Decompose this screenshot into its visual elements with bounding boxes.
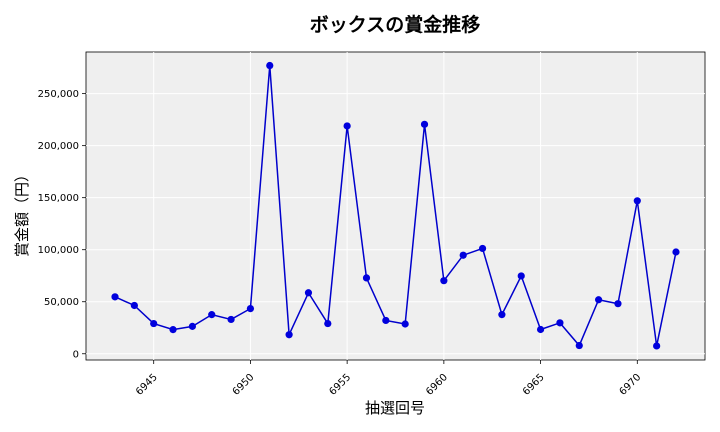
x-tick-label: 6950 <box>231 372 257 398</box>
data-point <box>382 316 390 325</box>
data-point <box>440 277 448 285</box>
series-group <box>111 61 680 350</box>
y-axis-label: 賞金額（円） <box>13 167 31 257</box>
data-point <box>595 296 603 304</box>
x-tick-label: 6945 <box>134 372 160 398</box>
y-tick-label: 150,000 <box>38 193 79 204</box>
data-point <box>536 325 545 334</box>
data-point <box>556 319 564 327</box>
data-point <box>324 319 332 328</box>
data-point <box>478 244 487 253</box>
data-point <box>150 319 158 328</box>
data-point <box>111 293 119 301</box>
data-point <box>420 120 429 128</box>
data-point <box>227 315 235 324</box>
data-point <box>401 320 409 328</box>
data-point <box>208 311 216 319</box>
data-point <box>517 272 525 280</box>
y-axis-ticks: 0 50,000 100,000 150,000 200,000 250,000 <box>38 89 86 360</box>
data-point <box>575 341 583 350</box>
data-point <box>343 122 351 130</box>
data-point <box>362 274 371 282</box>
y-tick-label: 200,000 <box>38 141 79 152</box>
data-point <box>614 300 622 308</box>
x-tick-label: 6970 <box>618 372 644 398</box>
data-point <box>246 304 255 313</box>
data-point <box>304 289 313 297</box>
x-axis-label: 抽選回号 <box>365 399 425 417</box>
y-tick-label: 0 <box>73 349 79 360</box>
data-point <box>130 301 138 310</box>
x-tick-label: 6965 <box>521 372 547 398</box>
y-tick-label: 100,000 <box>38 245 79 256</box>
data-point <box>633 197 641 205</box>
x-tick-label: 6960 <box>424 372 450 398</box>
data-point <box>653 342 661 350</box>
data-point <box>459 251 467 259</box>
plot-area <box>85 51 706 361</box>
chart-title: ボックスの賞金推移 <box>310 13 480 36</box>
data-point <box>169 326 177 334</box>
y-tick-label: 50,000 <box>44 297 79 308</box>
data-point <box>188 322 196 330</box>
data-point <box>498 311 506 319</box>
data-point <box>672 248 680 256</box>
series-line <box>114 65 677 347</box>
y-tick-label: 250,000 <box>38 89 79 100</box>
x-axis-ticks: 6945 6950 6955 6960 6965 6970 <box>134 360 643 398</box>
data-point <box>266 61 274 70</box>
x-tick-label: 6955 <box>327 372 353 398</box>
data-point <box>285 331 293 339</box>
